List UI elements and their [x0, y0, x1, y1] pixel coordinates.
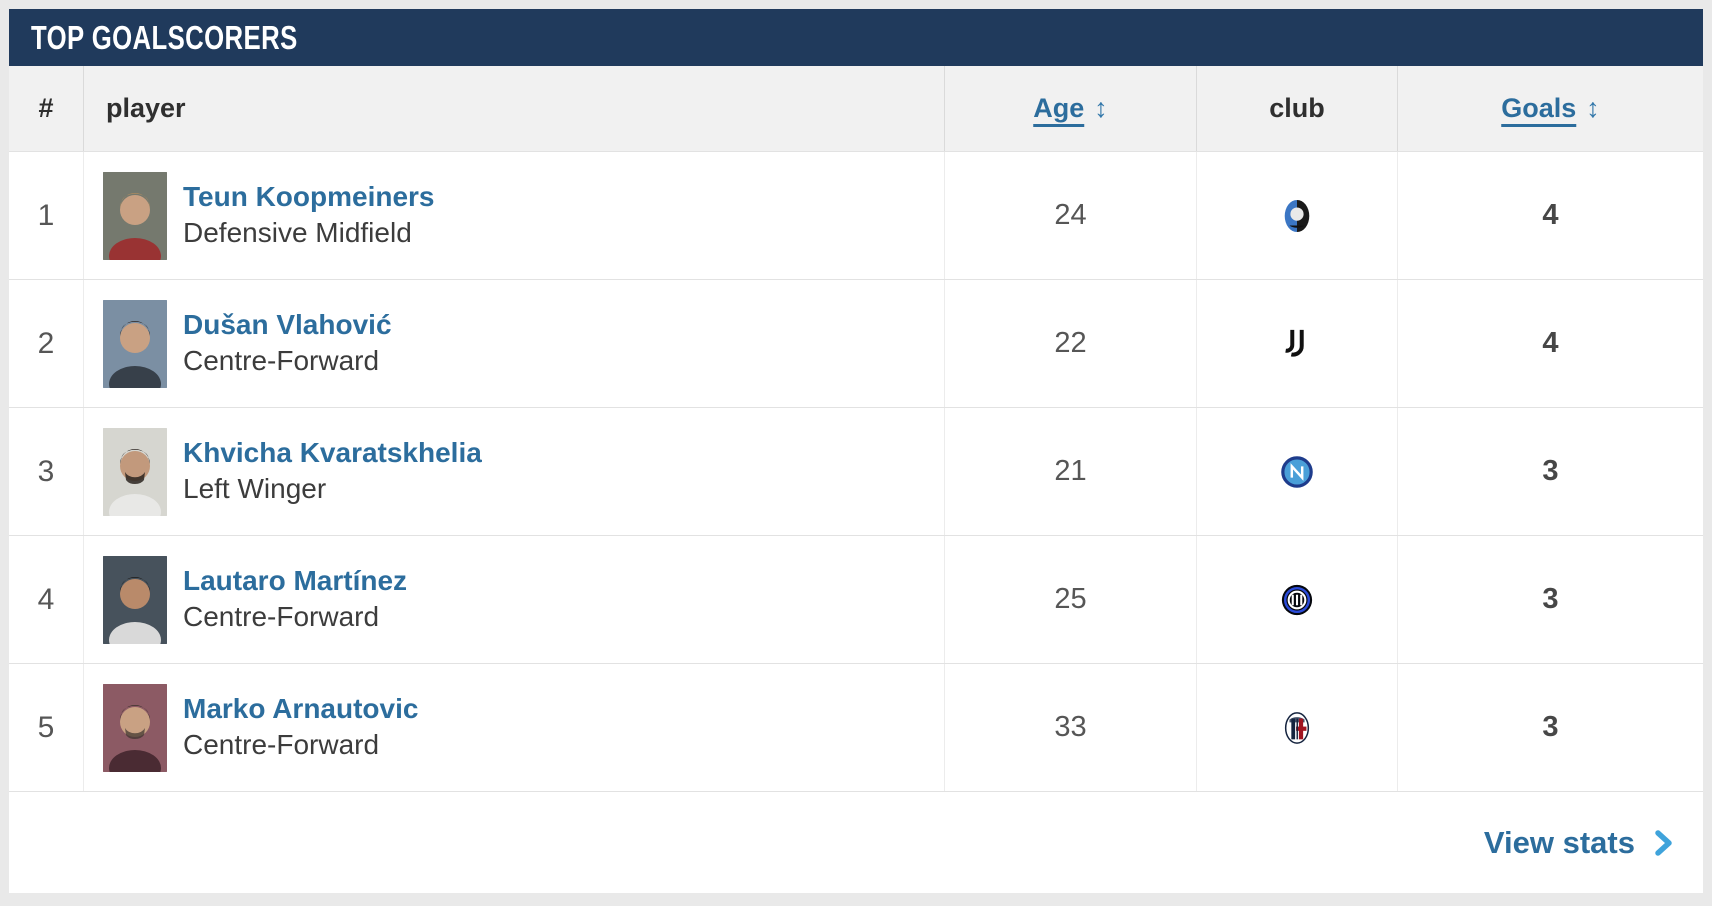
player-photo[interactable] — [102, 171, 168, 260]
club-cell — [1196, 408, 1397, 535]
header-rank-label: # — [38, 93, 54, 123]
player-info: Lautaro Martínez Centre-Forward — [183, 563, 407, 636]
rank-value: 2 — [37, 326, 55, 360]
player-cell: Marko Arnautovic Centre-Forward — [83, 664, 944, 791]
header-goals-sort[interactable]: Goals ↕ — [1397, 66, 1703, 151]
player-photo[interactable] — [102, 683, 168, 772]
widget-footer: View stats — [9, 791, 1703, 893]
header-goals-label[interactable]: Goals — [1501, 93, 1577, 123]
goals-cell: 4 — [1397, 152, 1703, 279]
header-rank: # — [9, 66, 83, 151]
club-cell — [1196, 536, 1397, 663]
player-name-link[interactable]: Dušan Vlahović — [183, 309, 392, 341]
header-club: club — [1196, 66, 1397, 151]
rank-cell: 2 — [9, 280, 83, 407]
player-name-link[interactable]: Teun Koopmeiners — [183, 181, 435, 213]
widget-title: TOP GOALSCORERS — [31, 18, 298, 56]
rank-cell: 5 — [9, 664, 83, 791]
goals-cell: 3 — [1397, 664, 1703, 791]
player-position: Left Winger — [183, 473, 327, 505]
age-value: 24 — [1054, 199, 1087, 231]
chevron-right-icon[interactable] — [1653, 828, 1675, 858]
widget-title-bar: TOP GOALSCORERS — [9, 9, 1703, 66]
age-cell: 22 — [944, 280, 1196, 407]
napoli-crest-icon[interactable] — [1278, 451, 1316, 493]
player-position: Centre-Forward — [183, 345, 380, 377]
player-cell: Teun Koopmeiners Defensive Midfield — [83, 152, 944, 279]
age-value: 22 — [1054, 327, 1087, 359]
age-cell: 33 — [944, 664, 1196, 791]
table-row: 3 Khvicha Kvaratskhelia Left Winger 21 3 — [9, 407, 1703, 535]
goals-value: 3 — [1542, 711, 1559, 743]
club-cell — [1196, 664, 1397, 791]
view-stats-link[interactable]: View stats — [1483, 824, 1635, 860]
header-age-label[interactable]: Age — [1033, 93, 1085, 123]
player-photo[interactable] — [102, 299, 168, 388]
table-row: 2 Dušan Vlahović Centre-Forward 22 4 — [9, 279, 1703, 407]
age-value: 25 — [1054, 583, 1087, 615]
player-position: Centre-Forward — [183, 729, 380, 761]
player-photo[interactable] — [102, 427, 168, 516]
table-header-row: # player Age ↕ club Goals ↕ — [9, 66, 1703, 151]
rank-value: 1 — [37, 198, 55, 232]
player-position: Centre-Forward — [183, 601, 380, 633]
club-cell — [1196, 280, 1397, 407]
atalanta-crest-icon[interactable] — [1278, 195, 1316, 237]
rank-cell: 4 — [9, 536, 83, 663]
player-info: Teun Koopmeiners Defensive Midfield — [183, 179, 435, 252]
player-info: Dušan Vlahović Centre-Forward — [183, 307, 392, 380]
age-cell: 25 — [944, 536, 1196, 663]
goals-value: 3 — [1542, 455, 1559, 487]
age-value: 33 — [1054, 711, 1087, 743]
goals-cell: 3 — [1397, 536, 1703, 663]
table-row: 5 Marko Arnautovic Centre-Forward 33 3 — [9, 663, 1703, 791]
rank-value: 3 — [37, 454, 55, 488]
player-info: Khvicha Kvaratskhelia Left Winger — [183, 435, 482, 508]
player-cell: Dušan Vlahović Centre-Forward — [83, 280, 944, 407]
header-club-label: club — [1269, 93, 1325, 123]
player-cell: Lautaro Martínez Centre-Forward — [83, 536, 944, 663]
age-sort-icon[interactable]: ↕ — [1094, 93, 1108, 123]
player-name-link[interactable]: Khvicha Kvaratskhelia — [183, 437, 482, 469]
table-row: 1 Teun Koopmeiners Defensive Midfield 24… — [9, 151, 1703, 279]
player-cell: Khvicha Kvaratskhelia Left Winger — [83, 408, 944, 535]
juventus-crest-icon[interactable] — [1278, 323, 1316, 365]
goals-value: 4 — [1542, 327, 1559, 359]
goals-cell: 3 — [1397, 408, 1703, 535]
player-position: Defensive Midfield — [183, 217, 412, 249]
club-cell — [1196, 152, 1397, 279]
header-player-label: player — [106, 93, 186, 123]
table-row: 4 Lautaro Martínez Centre-Forward 25 3 — [9, 535, 1703, 663]
goals-sort-icon[interactable]: ↕ — [1586, 93, 1600, 123]
goals-value: 4 — [1542, 199, 1559, 231]
header-age-sort[interactable]: Age ↕ — [944, 66, 1196, 151]
player-info: Marko Arnautovic Centre-Forward — [183, 691, 418, 764]
age-cell: 24 — [944, 152, 1196, 279]
player-name-link[interactable]: Lautaro Martínez — [183, 565, 408, 597]
age-cell: 21 — [944, 408, 1196, 535]
rank-cell: 3 — [9, 408, 83, 535]
player-name-link[interactable]: Marko Arnautovic — [183, 693, 419, 725]
bologna-crest-icon[interactable] — [1278, 707, 1316, 749]
rank-cell: 1 — [9, 152, 83, 279]
top-goalscorers-widget: TOP GOALSCORERS # player Age ↕ club Goal… — [9, 9, 1703, 893]
rank-value: 4 — [37, 582, 55, 616]
header-player: player — [83, 66, 944, 151]
age-value: 21 — [1054, 455, 1087, 487]
rank-value: 5 — [37, 710, 55, 744]
goals-cell: 4 — [1397, 280, 1703, 407]
inter-crest-icon[interactable] — [1278, 579, 1316, 621]
player-photo[interactable] — [102, 555, 168, 644]
goals-value: 3 — [1542, 583, 1559, 615]
